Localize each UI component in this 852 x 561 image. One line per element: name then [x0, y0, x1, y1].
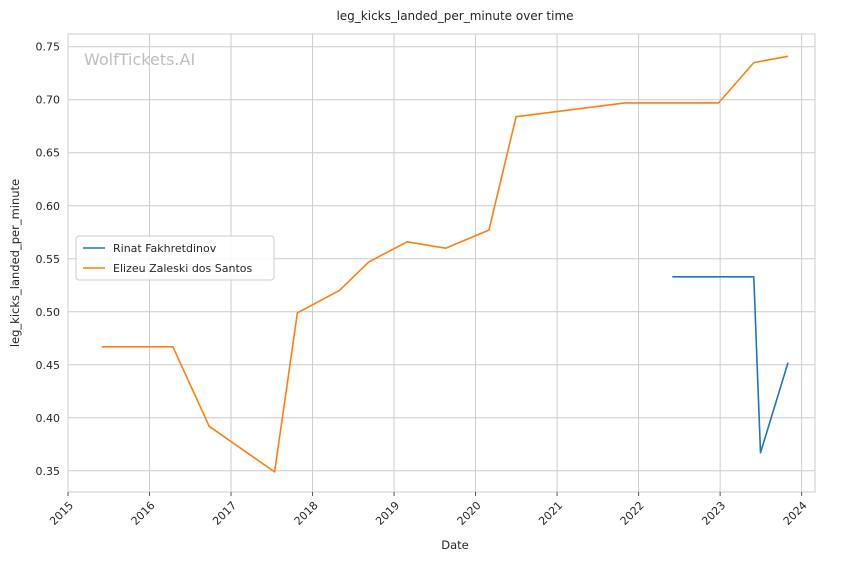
legend-box	[75, 235, 275, 281]
y-tick-label: 0.50	[36, 306, 61, 319]
plot-frame	[67, 33, 816, 493]
y-tick-label: 0.35	[36, 465, 61, 478]
legend-label-elizeu-zaleski-dos-santos: Elizeu Zaleski dos Santos	[113, 262, 253, 275]
series-line-rinat-fakhretdinov	[672, 275, 789, 454]
y-tick-label: 0.65	[36, 147, 61, 160]
series-layer	[101, 55, 789, 473]
legend-label-rinat-fakhretdinov: Rinat Fakhretdinov	[113, 242, 217, 255]
y-tick-label: 0.70	[36, 94, 61, 107]
legend: Rinat Fakhretdinov Elizeu Zaleski dos Sa…	[75, 235, 275, 281]
x-axis-title: Date	[441, 538, 469, 552]
watermark: WolfTickets.AI	[84, 50, 195, 69]
y-tick-label: 0.60	[36, 200, 61, 213]
y-axis-title: leg_kicks_landed_per_minute	[8, 179, 22, 347]
series-line-elizeu-zaleski-dos-santos	[101, 55, 789, 473]
y-axis-ticks: 0.35 0.40 0.45 0.50 0.55 0.60 0.65 0.70 0.75	[36, 41, 61, 478]
y-tick-label: 0.45	[36, 359, 61, 372]
y-tick-label: 0.55	[36, 253, 61, 266]
grid	[67, 34, 815, 492]
y-tick-label: 0.40	[36, 412, 61, 425]
y-tick-label: 0.75	[36, 41, 61, 54]
chart-title: leg_kicks_landed_per_minute over time	[336, 9, 573, 23]
